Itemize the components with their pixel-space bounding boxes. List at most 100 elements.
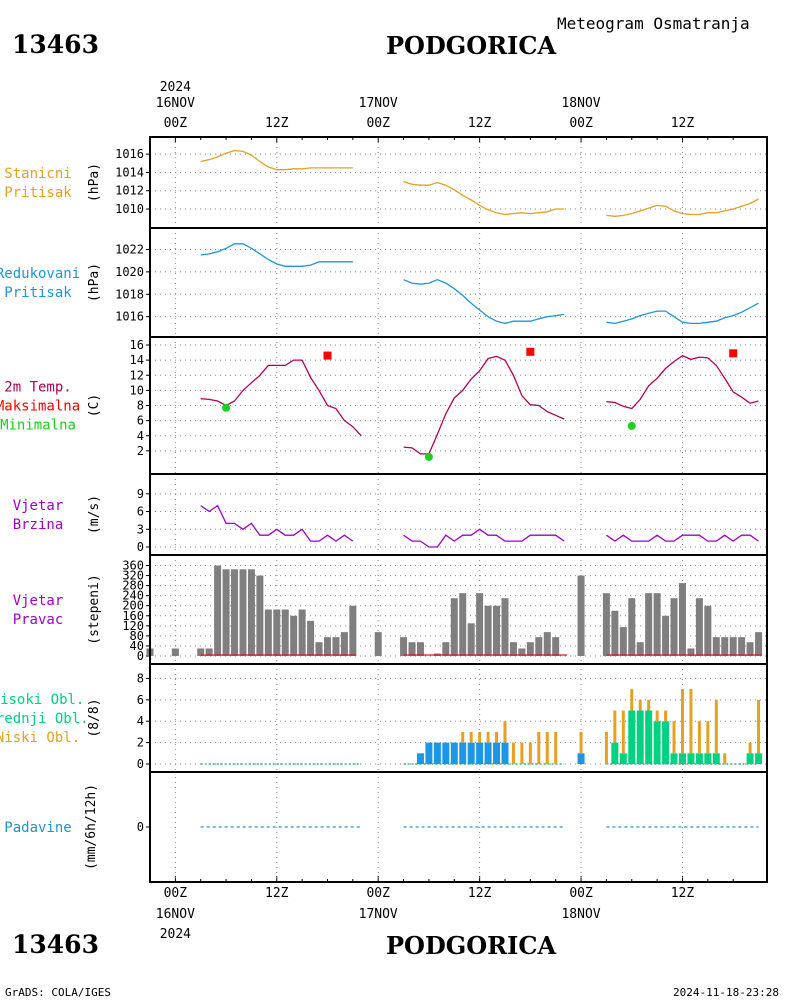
wind-direction-bar [476, 593, 484, 656]
y-tick-label: 40 [130, 639, 144, 653]
station-id-top: 13463 [12, 30, 99, 59]
year-label-top: 2024 [160, 80, 191, 95]
tick-label-bottom: 12Z [468, 886, 492, 901]
cloud-bar-high [484, 742, 492, 764]
cloud-bar-mid [653, 721, 661, 764]
y-tick-label: 8 [137, 671, 144, 685]
tick-label-top: 12Z [671, 116, 695, 131]
y-axis-label: (m/s) [87, 495, 102, 534]
tick-label-top: 00Z [366, 116, 390, 131]
y-tick-label: 6 [137, 414, 144, 428]
wind-direction-bar [323, 637, 331, 656]
y-tick-label: 1012 [115, 184, 144, 198]
y-tick-label: 2 [137, 444, 144, 458]
cloud-bar-mid [645, 710, 653, 764]
min-temp-marker [222, 403, 231, 412]
y-tick-label: 16 [130, 338, 144, 352]
y-tick-label: 10 [130, 383, 144, 397]
cloud-bar-low [647, 699, 651, 711]
cloud-bar-mid [712, 753, 720, 764]
y-tick-label: 200 [122, 599, 144, 613]
cloud-bar-high [433, 742, 441, 764]
y-tick-label: 1022 [115, 242, 144, 256]
panel-label: Minimalna [0, 418, 76, 434]
cloud-bar-mid [746, 753, 754, 764]
cloud-bar-mid [662, 721, 670, 764]
y-tick-label: 6 [137, 505, 144, 519]
panel-label: Padavine [4, 820, 71, 836]
panel-frame-temperature [149, 336, 768, 475]
y-tick-label: 9 [137, 487, 144, 501]
cloud-bar-low [655, 710, 659, 722]
reduced_pressure-line [403, 278, 565, 325]
cloud-bar-low [469, 731, 473, 743]
cloud-bar-low [495, 731, 499, 743]
wind_speed-line [606, 534, 759, 542]
cloud-bar-low [664, 710, 668, 722]
y-tick-label: 120 [122, 619, 144, 633]
wind-direction-bar [501, 598, 509, 656]
cloud-bar-low [613, 710, 617, 743]
panel-label: Pravac [13, 612, 64, 628]
cloud-bar-low [630, 689, 634, 711]
cloud-bar-low [520, 742, 524, 764]
tick-label-bottom: 00Z [366, 886, 390, 901]
wind-direction-bar [653, 593, 661, 656]
max-temp-marker [323, 351, 332, 360]
wind-direction-bar [484, 605, 492, 656]
cloud-bar-low [503, 721, 507, 743]
panel-label: Srednji Obl. [0, 711, 89, 727]
cloud-bar-mid [636, 710, 644, 764]
chart-subtitle: Meteogram Osmatranja [557, 14, 750, 33]
cloud-bar-mid [611, 742, 619, 764]
y-tick-label: 4 [137, 714, 144, 728]
panel-label: Stanicni [4, 166, 71, 182]
temperature-line [200, 359, 362, 437]
wind-direction-bar [721, 637, 729, 656]
reduced_pressure-line [200, 243, 353, 267]
cloud-bar-high [476, 742, 484, 764]
temperature-line [403, 355, 565, 455]
wind-direction-bar [349, 605, 357, 656]
panel-label: Redukovani [0, 266, 80, 282]
cloud-bar-low [486, 731, 490, 743]
wind-direction-bar [273, 609, 281, 656]
y-axis-label: (hPa) [87, 263, 102, 302]
y-tick-label: 1016 [115, 147, 144, 161]
wind-direction-bar [222, 569, 230, 656]
y-tick-label: 12 [130, 368, 144, 382]
cloud-bar-low [638, 699, 642, 711]
wind-direction-bar [307, 620, 315, 656]
wind-direction-bar [442, 642, 450, 656]
y-tick-label: 3 [137, 522, 144, 536]
wind-direction-bar [535, 637, 543, 656]
panel-label: 2m Temp. [4, 380, 71, 396]
wind-direction-bar [290, 615, 298, 656]
panel-frame-station_pressure [149, 136, 768, 229]
wind-direction-bar [256, 575, 264, 656]
cloud-bar-mid [755, 753, 763, 764]
y-tick-label: 8 [137, 399, 144, 413]
date-label-top: 17NOV [359, 96, 398, 111]
wind-direction-bar [738, 637, 746, 656]
cloud-bar-low [706, 721, 710, 754]
tick-label-bottom: 12Z [671, 886, 695, 901]
cloud-bar-mid [704, 753, 712, 764]
wind-direction-bar [662, 615, 670, 656]
wind-direction-bar [526, 642, 534, 656]
y-axis-label: (mm/6h/12h) [84, 784, 99, 870]
y-tick-label: 6 [137, 693, 144, 707]
wind-direction-bar [509, 642, 517, 656]
wind-direction-bar [695, 598, 703, 656]
cloud-bar-high [450, 742, 458, 764]
wind_speed-line [200, 504, 354, 542]
cloud-bar-high [577, 753, 585, 764]
y-tick-label: 320 [122, 569, 144, 583]
y-tick-label: 2 [137, 736, 144, 750]
wind-direction-bar [636, 642, 644, 656]
cloud-bar-high [501, 742, 509, 764]
wind-direction-bar [518, 648, 526, 656]
wind-direction-bar [247, 569, 255, 656]
y-tick-label: 240 [122, 589, 144, 603]
cloud-bar-high [493, 742, 501, 764]
